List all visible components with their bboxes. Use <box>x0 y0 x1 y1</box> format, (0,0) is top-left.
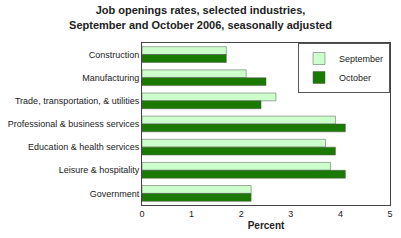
svg-text:October: October <box>339 73 371 83</box>
svg-text:Construction: Construction <box>89 50 140 60</box>
svg-text:Manufacturing: Manufacturing <box>82 73 139 83</box>
svg-text:Percent: Percent <box>248 220 285 231</box>
svg-text:Job openings rates, selected i: Job openings rates, selected industries,… <box>69 4 332 30</box>
svg-text:Professional & business servic: Professional & business services <box>8 119 140 129</box>
svg-text:Government: Government <box>90 189 140 199</box>
svg-text:Leisure & hospitality: Leisure & hospitality <box>59 165 140 175</box>
svg-text:2: 2 <box>239 209 244 219</box>
svg-text:Education & health services: Education & health services <box>28 142 140 152</box>
svg-text:1: 1 <box>189 209 194 219</box>
svg-text:5: 5 <box>387 209 392 219</box>
svg-text:3: 3 <box>288 209 293 219</box>
svg-text:4: 4 <box>338 209 343 219</box>
svg-text:September: September <box>339 54 383 64</box>
svg-text:0: 0 <box>139 209 144 219</box>
svg-text:Trade, transportation, & utili: Trade, transportation, & utilities <box>15 96 140 106</box>
